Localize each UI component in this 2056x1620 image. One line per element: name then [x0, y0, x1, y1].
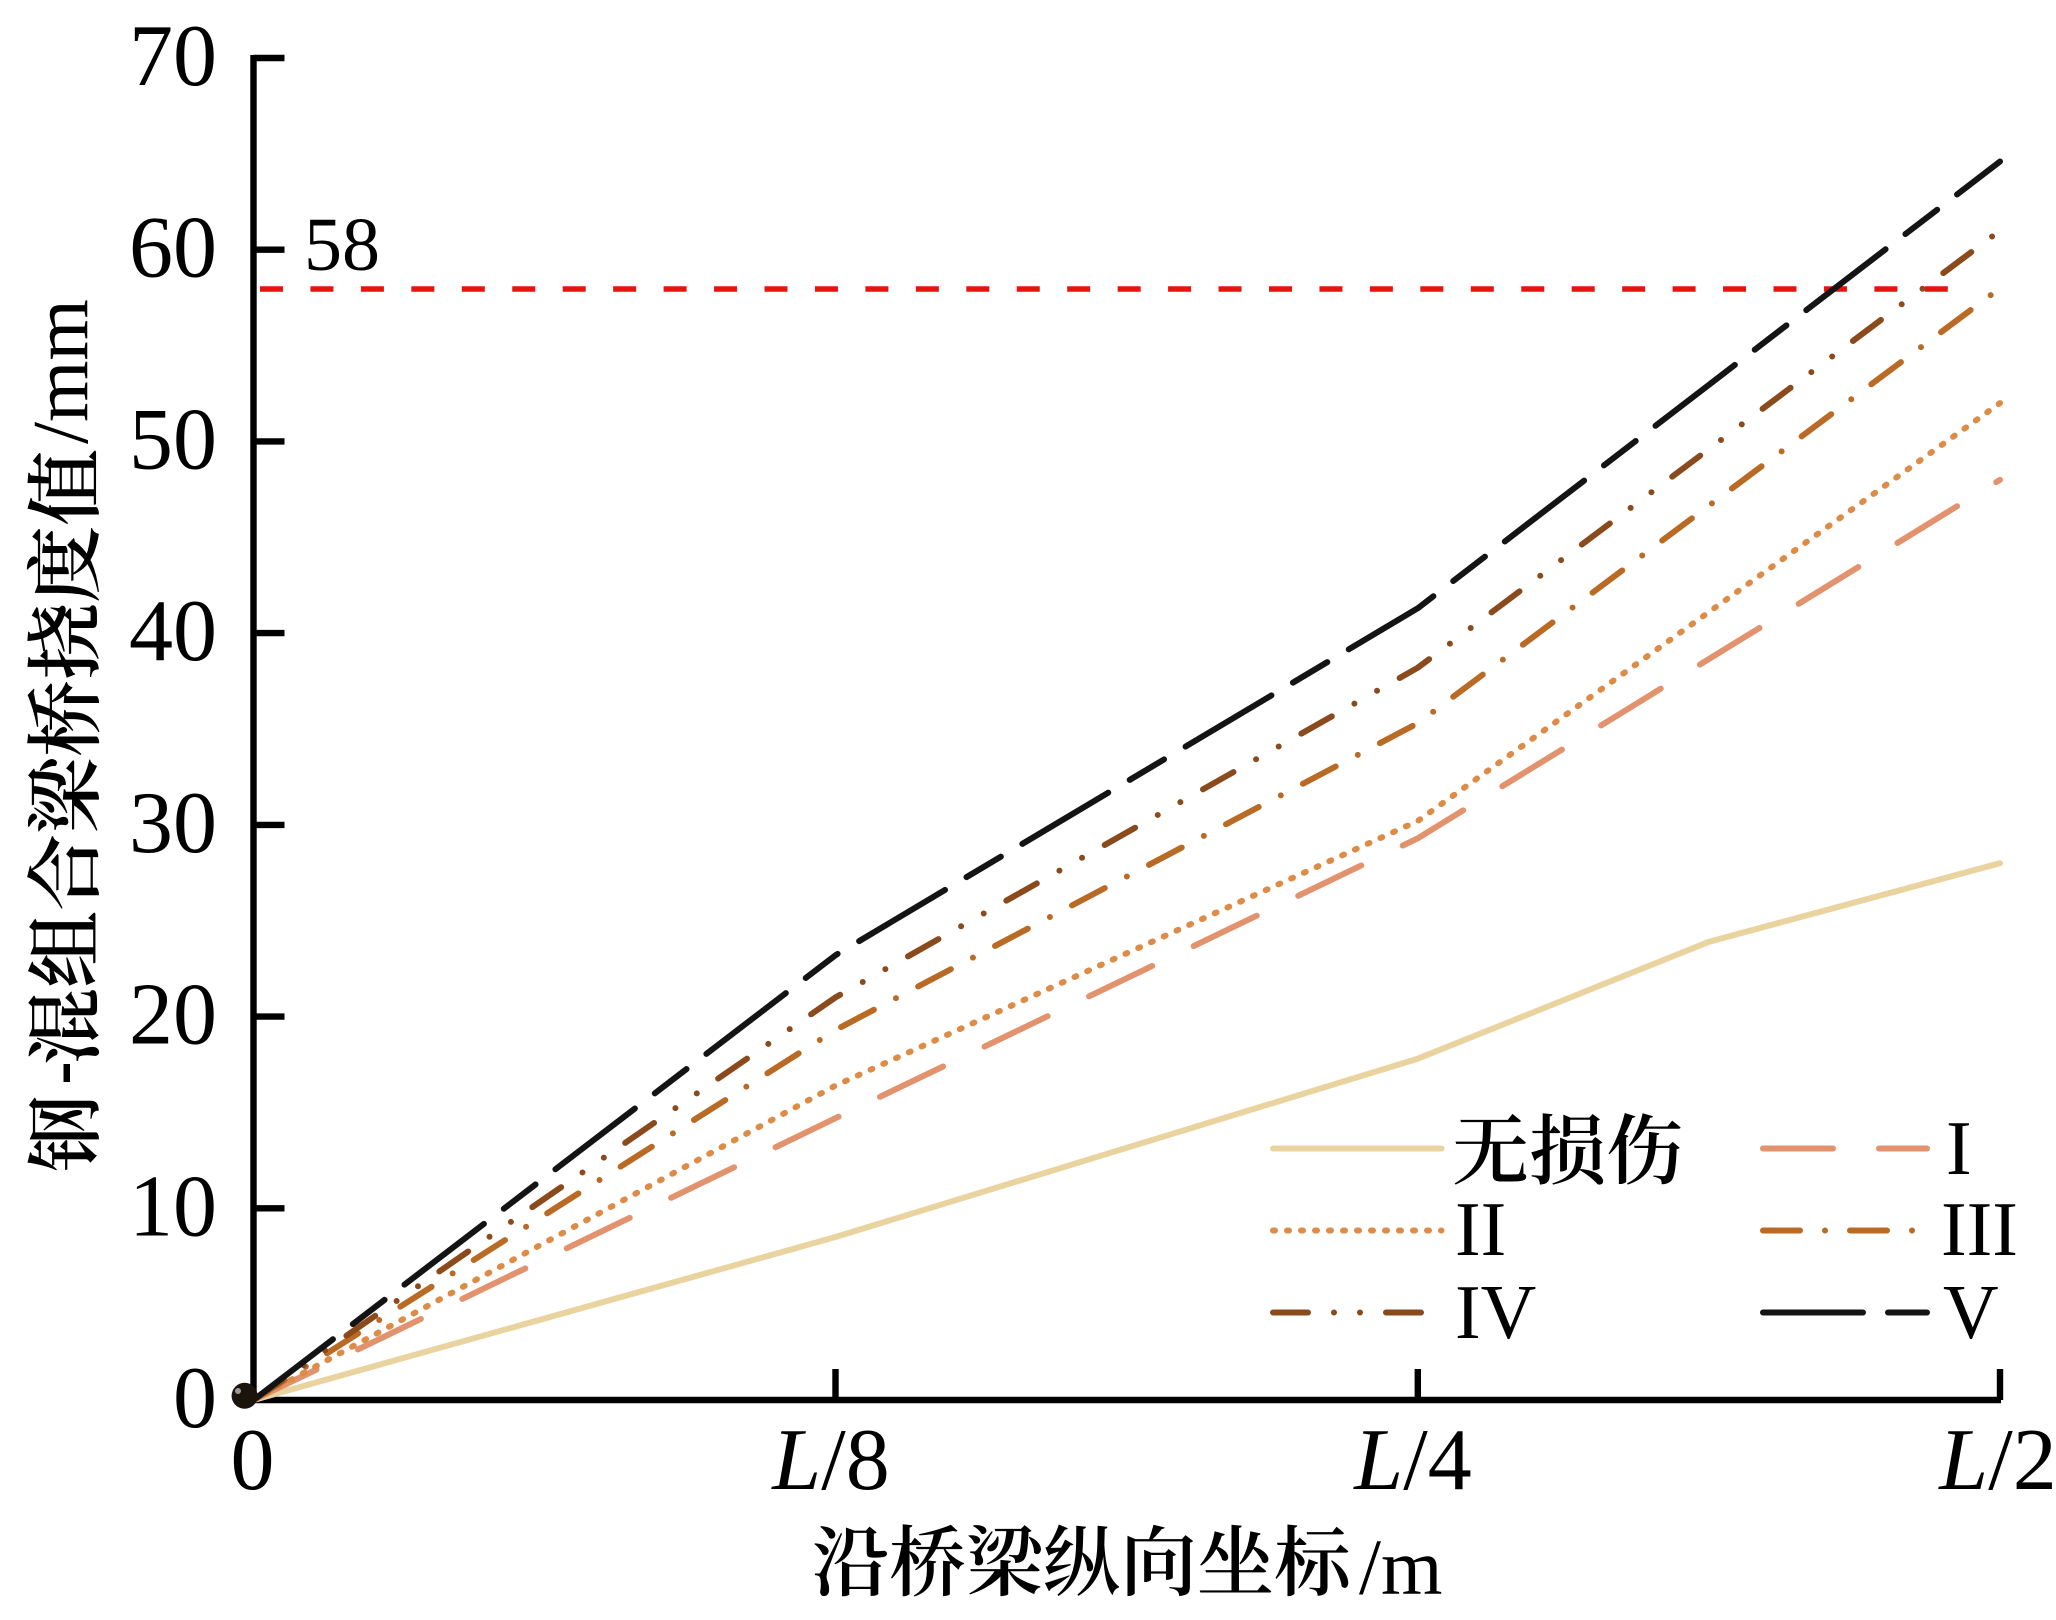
svg-text:L/2: L/2 — [1937, 1412, 2056, 1509]
svg-text:0: 0 — [173, 1350, 217, 1447]
svg-text:I: I — [1946, 1105, 1972, 1191]
svg-text:IV: IV — [1455, 1269, 1536, 1355]
svg-text:V: V — [1943, 1269, 1999, 1355]
svg-text:40: 40 — [129, 583, 217, 680]
svg-text:20: 20 — [129, 967, 217, 1064]
svg-text:II: II — [1455, 1186, 1506, 1272]
svg-text:10: 10 — [129, 1158, 217, 1255]
svg-text:L/4: L/4 — [1352, 1412, 1471, 1509]
svg-text:58: 58 — [304, 203, 380, 287]
svg-text:0: 0 — [231, 1412, 275, 1509]
svg-text:30: 30 — [129, 775, 217, 872]
svg-text:70: 70 — [129, 8, 217, 105]
svg-text:/mm: /mm — [18, 299, 105, 444]
svg-text:60: 60 — [129, 200, 217, 297]
svg-text:III: III — [1941, 1186, 2018, 1272]
svg-text:L/8: L/8 — [770, 1412, 889, 1509]
svg-text:50: 50 — [129, 391, 217, 488]
svg-text:/m: /m — [1359, 1525, 1442, 1612]
